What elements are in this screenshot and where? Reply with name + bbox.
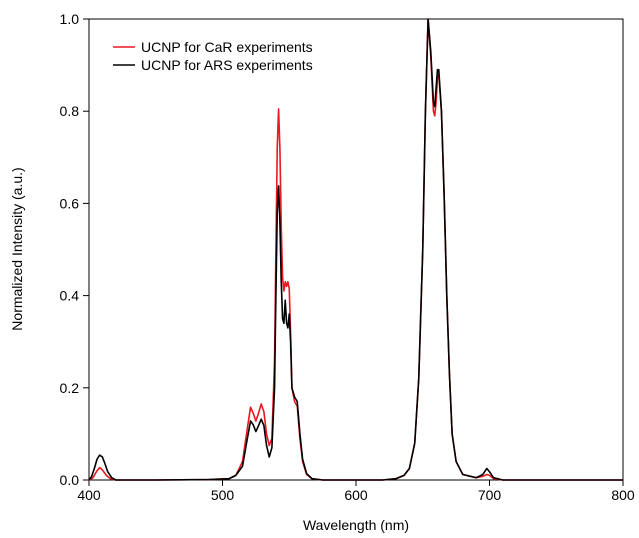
x-tick-label: 500 (211, 487, 235, 503)
series-layer (88, 18, 623, 481)
y-tick-label: 0.4 (60, 288, 80, 304)
legend-label-1: UCNP for CaR experiments (141, 39, 313, 55)
y-tick-label: 0.6 (60, 195, 80, 211)
x-axis-ticks: 400 500 600 700 800 (77, 480, 635, 503)
x-tick-label: 400 (77, 487, 101, 503)
legend: UCNP for CaR experiments UCNP for ARS exp… (113, 39, 313, 73)
y-axis-title: Normalized Intensity (a.u.) (9, 167, 25, 330)
series-line-1 (88, 18, 623, 481)
series-line-2 (88, 18, 623, 481)
y-tick-label: 1.0 (60, 11, 80, 27)
x-tick-label: 800 (611, 487, 635, 503)
y-tick-label: 0.2 (60, 380, 80, 396)
legend-label-2: UCNP for ARS experiments (141, 57, 313, 73)
x-tick-label: 700 (478, 487, 502, 503)
x-tick-label: 600 (344, 487, 368, 503)
x-axis-title: Wavelength (nm) (303, 517, 409, 533)
y-axis-ticks: 0.0 0.2 0.4 0.6 0.8 1.0 (60, 11, 89, 488)
y-tick-label: 0.0 (60, 472, 80, 488)
plot-frame (88, 18, 624, 481)
y-tick-label: 0.8 (60, 103, 80, 119)
